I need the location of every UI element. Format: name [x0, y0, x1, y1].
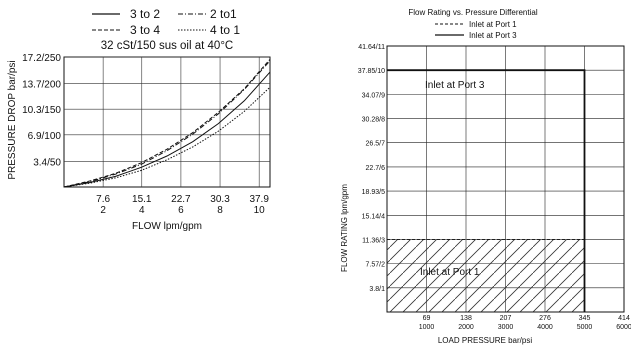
right-y-tick-label: 22.7/6	[366, 165, 386, 172]
region-inlet-port-1	[386, 239, 585, 313]
series-line-3-to-2	[63, 71, 271, 188]
flow-rating-chart: Flow Rating vs. Pressure Differential In…	[340, 8, 631, 345]
left-y-tick-label: 13.7/200	[22, 79, 61, 90]
right-x-tick-label-psi: 5000	[577, 324, 593, 331]
left-x-axis-label: FLOW lpm/gpm	[132, 221, 202, 232]
left-x-tick-label: 37.9	[249, 194, 269, 205]
right-x-tick-label: 207	[500, 315, 512, 322]
left-tick-labels: 7.62 15.14 22.76 30.38 37.910 3.4/50 6.9/100 10…	[22, 53, 269, 216]
legend-label-4-to-1: 4 to 1	[210, 23, 240, 37]
right-x-tick-label: 138	[460, 315, 472, 322]
left-grid	[63, 56, 271, 188]
right-y-tick-label: 41.64/11	[358, 44, 385, 51]
right-x-tick-label-psi: 2000	[458, 324, 474, 331]
right-y-tick-label: 11.36/3	[362, 237, 385, 244]
right-y-tick-label: 37.85/10	[358, 68, 385, 75]
left-x-tick-label-gpm: 10	[254, 205, 266, 216]
left-x-tick-label: 30.3	[210, 194, 230, 205]
left-y-tick-label: 17.2/250	[22, 53, 61, 64]
left-series-group	[63, 58, 271, 188]
right-y-tick-label: 34.07/9	[362, 92, 385, 99]
left-x-tick-label: 7.6	[96, 194, 110, 205]
right-x-tick-label-psi: 4000	[537, 324, 553, 331]
right-x-tick-label: 414	[618, 315, 630, 322]
right-y-axis-label: FLOW RATING lpm/gpm	[340, 184, 349, 272]
left-chart-title: 32 cSt/150 sus oil at 40°C	[101, 40, 233, 52]
right-y-tick-label: 30.28/8	[362, 117, 385, 124]
right-x-tick-label: 276	[539, 315, 551, 322]
left-y-axis-label: PRESSURE DROP bar/psi	[7, 60, 18, 179]
right-x-tick-label: 69	[423, 315, 431, 322]
right-y-tick-label: 26.5/7	[366, 141, 386, 148]
series-line-3-to-4	[63, 58, 271, 188]
series-line-4-to-1	[63, 86, 271, 188]
right-y-tick-label: 7.57/2	[366, 262, 386, 269]
left-x-tick-label: 22.7	[171, 194, 191, 205]
right-y-tick-label: 15.14/4	[362, 213, 385, 220]
region-label-inlet-port-3: Inlet at Port 3	[425, 80, 485, 91]
left-x-tick-label-gpm: 6	[178, 205, 184, 216]
series-line-2-to1	[63, 60, 271, 188]
right-tick-labels: 69 1000 138 2000 207 3000 276 4000 345 5000 414 600…	[358, 44, 631, 331]
region-inlet-port-3	[387, 69, 586, 312]
right-chart-title: Flow Rating vs. Pressure Differential	[408, 8, 537, 17]
left-x-tick-label-gpm: 2	[100, 205, 106, 216]
legend-label-3-to-4: 3 to 4	[130, 23, 160, 37]
left-plot-frame	[63, 56, 271, 188]
right-x-tick-label-psi: 6000	[616, 324, 631, 331]
right-x-axis-label: LOAD PRESSURE bar/psi	[438, 336, 532, 345]
right-regions	[386, 69, 586, 313]
region-label-inlet-port-1: Inlet at Port 1	[420, 267, 480, 278]
left-x-tick-label-gpm: 4	[139, 205, 145, 216]
left-y-tick-label: 10.3/150	[22, 105, 61, 116]
left-x-tick-label-gpm: 8	[217, 205, 223, 216]
right-x-tick-label-psi: 1000	[419, 324, 435, 331]
legend-label-inlet-port-1: Inlet at Port 1	[469, 20, 517, 29]
legend-label-inlet-port-3: Inlet at Port 3	[469, 31, 517, 40]
right-legend: Inlet at Port 1 Inlet at Port 3	[435, 20, 517, 40]
legend-label-2-to-1: 2 to1	[210, 7, 237, 21]
pressure-drop-chart: 3 to 2 2 to1 3 to 4 4 to 1 32 cSt/150 su…	[7, 7, 271, 232]
left-x-tick-label: 15.1	[132, 194, 152, 205]
left-legend: 3 to 2 2 to1 3 to 4 4 to 1	[92, 7, 240, 37]
right-y-tick-label: 18.93/5	[362, 189, 385, 196]
left-y-tick-label: 6.9/100	[28, 131, 62, 142]
legend-label-3-to-2: 3 to 2	[130, 7, 160, 21]
left-y-tick-label: 3.4/50	[33, 157, 61, 168]
right-x-tick-label: 345	[579, 315, 591, 322]
right-x-tick-label-psi: 3000	[498, 324, 514, 331]
right-y-tick-label: 3.8/1	[369, 286, 385, 293]
